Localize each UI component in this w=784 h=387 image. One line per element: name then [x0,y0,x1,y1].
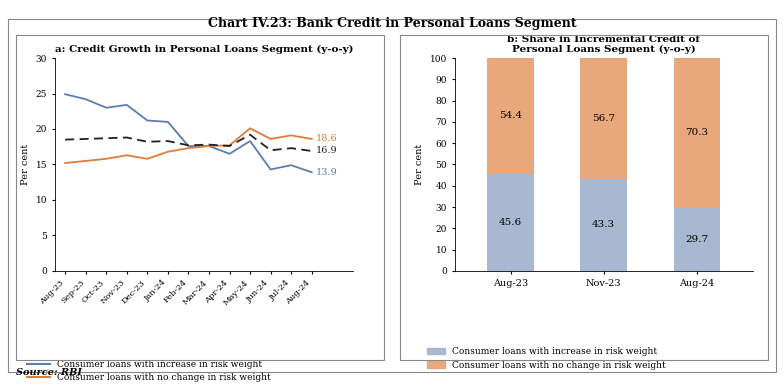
Legend: Consumer loans with increase in risk weight, Consumer loans with no change in ri: Consumer loans with increase in risk wei… [24,356,274,387]
Bar [488,174,534,271]
Text: 54.4: 54.4 [499,111,522,120]
Bar [488,58,534,174]
Text: 16.9: 16.9 [316,147,337,156]
Text: 45.6: 45.6 [499,218,522,227]
Bar [673,58,720,208]
Bar [580,58,627,179]
Y-axis label: Per cent: Per cent [416,144,424,185]
Text: 13.9: 13.9 [316,168,338,177]
Bar [673,208,720,271]
Title: b: Share in Incremental Credit of
Personal Loans Segment (y-o-y): b: Share in Incremental Credit of Person… [507,35,700,55]
Legend: Consumer loans with increase in risk weight, Consumer loans with no change in ri: Consumer loans with increase in risk wei… [423,344,670,373]
Text: a: Credit Growth in Personal Loans Segment (y-o-y): a: Credit Growth in Personal Loans Segme… [55,45,354,55]
Text: 18.6: 18.6 [316,134,337,144]
Text: 70.3: 70.3 [685,128,708,137]
Y-axis label: Per cent: Per cent [21,144,30,185]
Text: 56.7: 56.7 [592,114,615,123]
Text: Source: RBI: Source: RBI [16,368,82,377]
Bar [580,179,627,271]
Text: 43.3: 43.3 [592,220,615,229]
Text: Chart IV.23: Bank Credit in Personal Loans Segment: Chart IV.23: Bank Credit in Personal Loa… [208,17,576,31]
Text: 29.7: 29.7 [685,235,708,244]
